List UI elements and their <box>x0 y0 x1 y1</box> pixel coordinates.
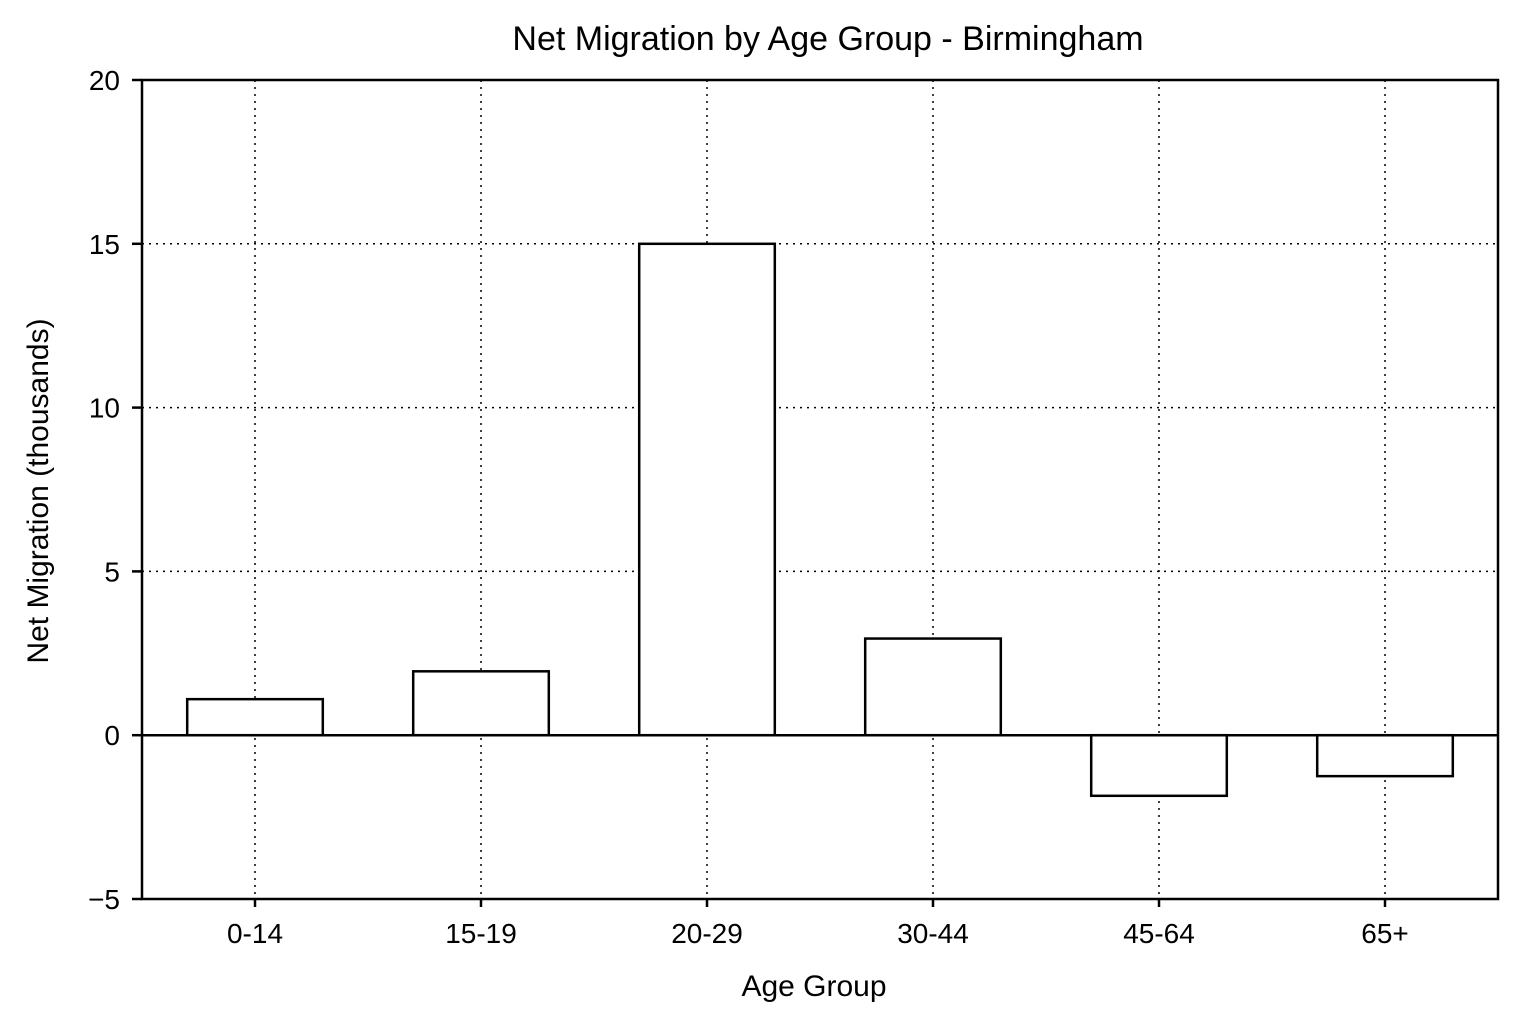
y-tick-label: 10 <box>89 393 120 424</box>
grid-lines <box>142 80 1498 899</box>
x-tick-label: 45-64 <box>1123 918 1195 949</box>
x-tick-label: 20-29 <box>671 918 743 949</box>
bar-65+ <box>1315 733 1455 778</box>
bar-0-14 <box>185 697 325 737</box>
y-tick-label: 0 <box>104 720 120 751</box>
chart-title: Net Migration by Age Group - Birmingham <box>512 20 1143 58</box>
x-tick-label: 65+ <box>1361 918 1409 949</box>
bars <box>185 242 1455 798</box>
y-axis-ticks: −5 0 5 10 15 20 <box>88 65 142 915</box>
y-axis-label: Net Migration (thousands) <box>22 318 55 663</box>
x-tick-label: 15-19 <box>445 918 517 949</box>
x-axis-ticks: 0-14 15-19 20-29 30-44 45-64 65+ <box>227 899 1409 949</box>
plot-frame <box>140 78 1500 901</box>
y-tick-label: −5 <box>88 884 120 915</box>
y-tick-label: 15 <box>89 229 120 260</box>
bar-45-64 <box>1089 733 1229 798</box>
bar-30-44 <box>863 637 1003 737</box>
y-tick-label: 5 <box>104 556 120 587</box>
bar-20-29 <box>637 242 777 737</box>
x-tick-label: 0-14 <box>227 918 283 949</box>
y-tick-label: 20 <box>89 65 120 96</box>
x-tick-label: 30-44 <box>897 918 969 949</box>
bar-15-19 <box>411 670 551 737</box>
x-axis-label: Age Group <box>741 970 886 1003</box>
